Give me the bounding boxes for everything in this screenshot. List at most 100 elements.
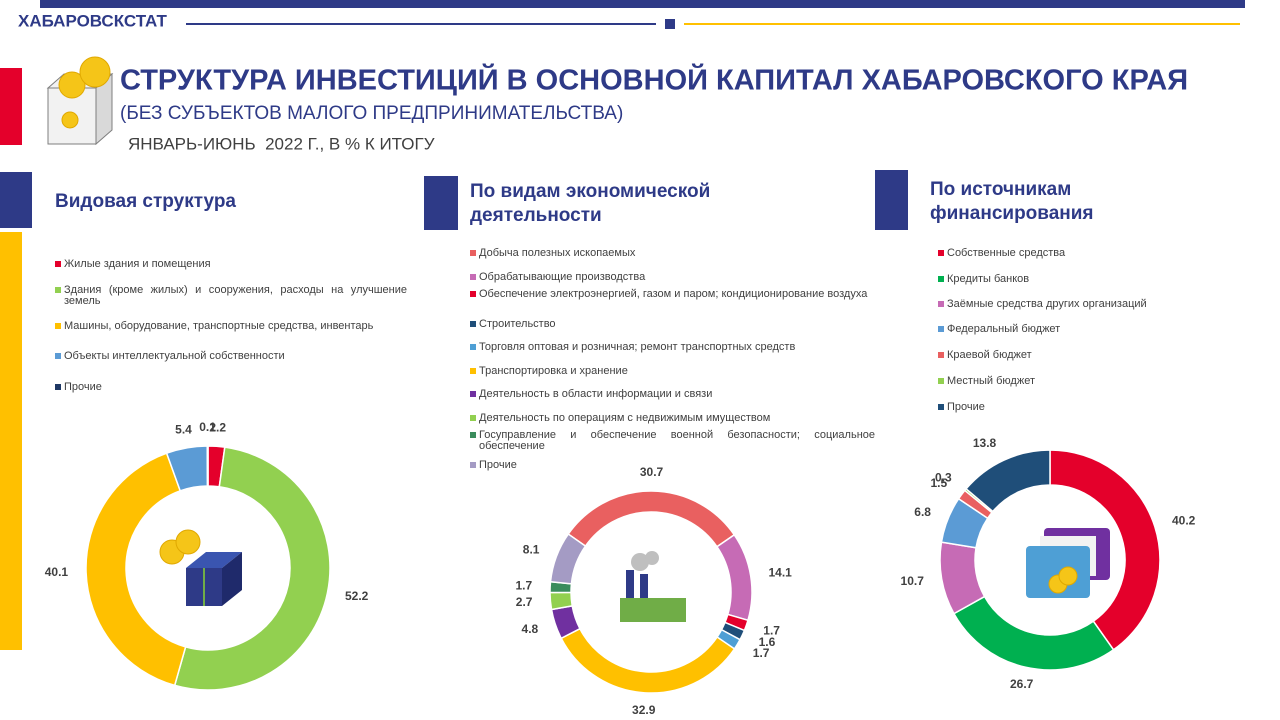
legend-item: Федеральный бюджет [938,324,1168,335]
data-label: 26.7 [1010,677,1034,691]
center-icon [620,551,686,622]
legend-swatch [470,250,476,256]
donut-segment [567,490,736,548]
legend-item: Прочие [55,382,407,393]
donut-segment [1049,449,1161,651]
org-name: ХАБАРОВСКСТАТ [18,11,167,30]
legend-swatch [55,287,61,293]
legend-swatch [938,378,944,384]
legend-swatch [470,321,476,327]
donut-segment [173,446,331,691]
legend-swatch [470,415,476,421]
donut-segment [85,452,187,687]
legend-item: Строительство [470,319,875,330]
data-label: 2.2 [209,421,226,435]
legend-item: Краевой бюджет [938,350,1168,361]
legend-item: Прочие [938,402,1168,413]
donut-segment [715,533,753,622]
title-icon [46,56,114,146]
legend-label: Жилые здания и помещения [64,258,211,270]
period: ЯНВАРЬ-ИЮНЬ 2022 Г., В % К ИТОГУ [128,134,435,153]
legend-swatch [470,344,476,350]
legend-label: Местный бюджет [947,375,1035,387]
data-label: 1.7 [763,624,780,638]
legend-swatch [938,250,944,256]
legend-swatch [938,301,944,307]
legend-label: Строительство [479,318,556,330]
legend-swatch [470,391,476,397]
section-block [875,170,908,230]
data-label: 30.7 [640,465,664,479]
legend-swatch [55,384,61,390]
data-label: 4.8 [522,622,539,636]
smoke [631,553,649,571]
legend-label: Транспортировка и хранение [479,365,628,377]
legend-item: Обеспечение электроэнергией, газом и пар… [470,289,875,300]
legend-item: Обрабатывающие производства [470,272,875,283]
legend-item: Деятельность в области информации и связ… [470,389,875,400]
section-block [424,176,458,230]
subtitle: (БЕЗ СУБЪЕКТОВ МАЛОГО ПРЕДПРИНИМАТЕЛЬСТВ… [120,103,623,124]
legend-label: Деятельность по операциям с недвижимым и… [479,412,771,424]
section-title: По видам экономической деятельности [470,181,711,226]
legend-label: Машины, оборудование, транспортные средс… [64,320,374,332]
section-title: По источникам финансирования [930,179,1094,224]
data-label: 1.6 [759,635,776,649]
data-label: 0.3 [935,470,952,484]
legend-label: Объекты интеллектуальной собственности [64,350,285,362]
coin [175,529,201,555]
center-icon [1026,528,1110,598]
data-label: 2.7 [516,595,533,609]
title: СТРУКТУРА ИНВЕСТИЦИЙ В ОСНОВНОЙ КАПИТАЛ … [120,63,1188,97]
donut-segment [952,595,1115,671]
data-label: 10.7 [901,574,925,588]
center-icon [159,529,242,606]
legend-swatch [470,462,476,468]
legend-label: Госуправление и обеспечение военной безо… [479,429,875,452]
donut-segment [549,591,574,611]
legend-swatch [470,432,476,438]
legend-swatch [470,291,476,297]
legend-swatch [55,261,61,267]
legend-item: Здания (кроме жилых) и сооружения, расхо… [55,285,407,307]
data-label: 1.5 [930,476,947,490]
legend-item: Жилые здания и помещения [55,259,407,270]
section-title: Видовая структура [55,191,237,212]
data-label: 52.2 [345,589,369,603]
legend-item: Торговля оптовая и розничная; ремонт тра… [470,342,875,353]
legend-item: Деятельность по операциям с недвижимым и… [470,413,875,424]
legend-label: Кредиты банков [947,273,1030,285]
legend-swatch [938,352,944,358]
data-label: 6.8 [914,505,931,519]
legend-label: Прочие [64,381,102,393]
legend-label: Федеральный бюджет [947,323,1061,335]
legend-swatch [470,368,476,374]
box [222,552,242,606]
data-label: 14.1 [769,565,793,579]
chimney [626,570,634,598]
data-label: 0.1 [199,420,216,434]
top-bar [40,0,1245,8]
box [186,552,242,568]
accent-bar [0,68,22,145]
data-label: 5.4 [175,422,192,436]
legend-item: Машины, оборудование, транспортные средс… [55,321,407,332]
legend-item: Добыча полезных ископаемых [470,248,875,259]
data-label: 40.1 [45,565,69,579]
accent-bar [0,232,22,650]
data-label: 32.9 [632,703,656,717]
legend-swatch [938,404,944,410]
legend-swatch [938,276,944,282]
legend-item: Местный бюджет [938,376,1168,387]
legend-label: Краевой бюджет [947,349,1032,361]
legend-item: Заёмные средства других организаций [938,299,1168,310]
legend-label: Прочие [947,401,985,413]
data-label: 8.1 [523,543,540,557]
donut-segment [560,627,736,694]
factory [620,598,686,622]
donut-segment [549,533,587,585]
legend-item: Объекты интеллектуальной собственности [55,351,407,362]
folder [1026,546,1090,598]
legend-label: Обрабатывающие производства [479,271,646,283]
